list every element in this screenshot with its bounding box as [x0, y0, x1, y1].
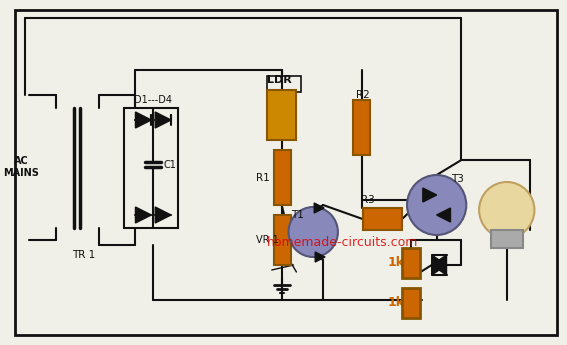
Circle shape [458, 237, 464, 243]
Bar [353, 100, 370, 155]
Text: R1: R1 [256, 173, 270, 183]
Bar [402, 248, 420, 278]
Polygon shape [437, 208, 450, 222]
Text: 1k: 1k [387, 296, 404, 309]
Bar [267, 76, 302, 92]
Circle shape [359, 67, 365, 73]
Text: C1: C1 [163, 160, 176, 170]
Bar [267, 90, 297, 140]
Text: D1---D4: D1---D4 [134, 95, 172, 105]
Text: 1k: 1k [387, 256, 404, 269]
Text: homemade-circuits.com: homemade-circuits.com [267, 236, 418, 248]
Circle shape [407, 175, 466, 235]
Bar [274, 150, 291, 205]
Circle shape [479, 182, 535, 238]
Polygon shape [314, 203, 324, 213]
Circle shape [408, 275, 414, 281]
Text: T3: T3 [451, 174, 464, 184]
Text: R2: R2 [356, 90, 370, 100]
Circle shape [289, 207, 338, 257]
Circle shape [320, 297, 326, 303]
Text: T1: T1 [291, 210, 304, 220]
Polygon shape [431, 255, 447, 275]
Polygon shape [155, 207, 171, 223]
Text: AC
MAINS: AC MAINS [3, 156, 39, 178]
Polygon shape [431, 255, 447, 275]
Text: VR 1: VR 1 [256, 235, 279, 245]
Circle shape [150, 175, 156, 181]
Circle shape [504, 297, 510, 303]
Bar [362, 208, 402, 230]
Bar [274, 215, 291, 265]
Polygon shape [136, 207, 151, 223]
Text: LDR: LDR [267, 75, 291, 85]
Polygon shape [155, 112, 171, 128]
Polygon shape [423, 188, 437, 202]
Polygon shape [136, 112, 151, 128]
Bar [402, 288, 420, 318]
Text: TR 1: TR 1 [73, 250, 96, 260]
Bar [491, 230, 523, 248]
Circle shape [408, 297, 414, 303]
Polygon shape [315, 252, 325, 262]
Bar [124, 108, 178, 228]
Text: R3: R3 [361, 195, 374, 205]
